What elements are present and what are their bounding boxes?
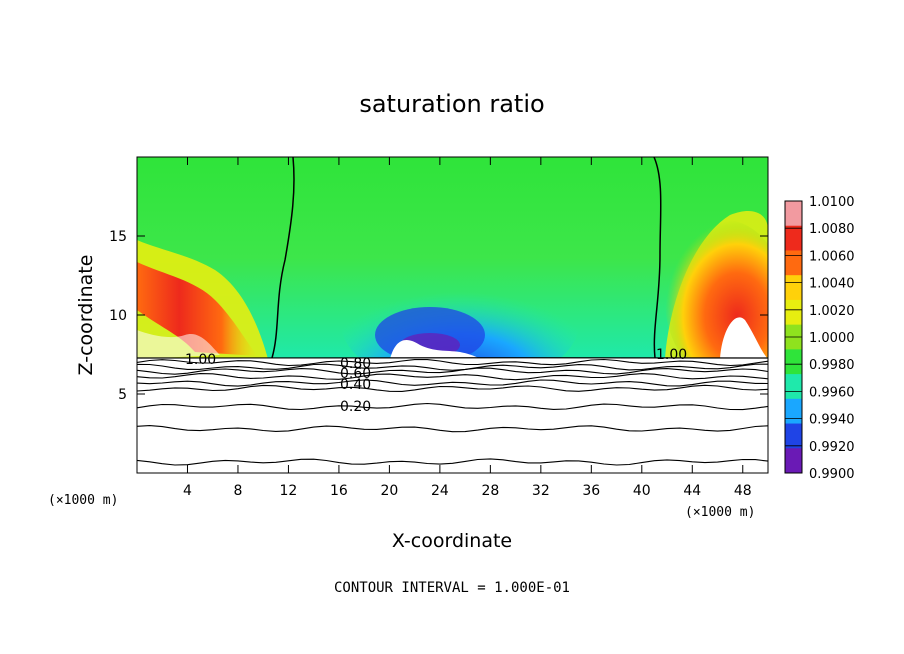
colorbar-label: 0.9920 — [809, 440, 855, 455]
y-tick-label: 5 — [118, 387, 127, 403]
colorbar-label: 0.9960 — [809, 385, 855, 400]
colorbar-swatch — [785, 398, 802, 425]
x-tick-label: 4 — [183, 483, 192, 499]
colorbar-label: 1.0000 — [809, 331, 855, 346]
colorbar-label: 0.9940 — [809, 413, 855, 428]
field-center-clear — [390, 339, 480, 359]
colorbar-swatch — [785, 201, 802, 227]
colorbar-swatch — [785, 423, 802, 449]
colorbar-swatch — [785, 299, 802, 326]
x-axis: 4 8 12 16 20 24 28 32 36 40 44 48 — [183, 157, 752, 499]
y-axis-label: Z-coordinate — [75, 255, 97, 376]
x-tick-label: 20 — [380, 483, 398, 499]
contour-label-5: 0.40 — [340, 377, 371, 393]
y-axis: 5 10 15 — [109, 229, 768, 403]
contour-label-4: 0.60 — [340, 366, 371, 382]
contour-line-0.7 — [137, 367, 768, 375]
contour-line-1.00-right — [653, 157, 662, 359]
x-tick-label: 44 — [683, 483, 701, 499]
contour-line-0.9 — [137, 358, 768, 367]
colorbar-swatch — [785, 448, 802, 474]
colorbar-swatch — [785, 349, 802, 375]
x-tick-label: 16 — [330, 483, 348, 499]
field-left-warm — [137, 262, 258, 356]
contour-interval-note: CONTOUR INTERVAL = 1.000E-01 — [334, 580, 570, 596]
x-tick-label: 24 — [431, 483, 449, 499]
contour-label-6: 0.20 — [340, 399, 371, 415]
x-tick-label: 36 — [582, 483, 600, 499]
colorbar-label: 1.0100 — [809, 195, 855, 210]
y-tick-label: 15 — [109, 229, 127, 245]
contour-line-0.8 — [137, 363, 768, 371]
colorbar-label: 1.0080 — [809, 222, 855, 237]
contour-label-1: 1.00 — [185, 352, 216, 368]
x-tick-label: 40 — [633, 483, 651, 499]
field-right-clear — [720, 317, 768, 359]
colorbar-swatch — [785, 225, 802, 251]
colorbar-swatch — [785, 250, 802, 276]
colorbar-label: 1.0020 — [809, 304, 855, 319]
contour-line-0.4 — [137, 384, 768, 392]
colorbar-label: 1.0060 — [809, 249, 855, 264]
x-unit-right: (×1000 m) — [685, 505, 755, 520]
x-tick-label: 32 — [532, 483, 550, 499]
contour-line-0.6 — [137, 373, 768, 381]
x-tick-label: 28 — [481, 483, 499, 499]
contour-label-3: 0.80 — [340, 356, 371, 372]
contour-lines — [137, 358, 768, 466]
x-axis-label: X-coordinate — [392, 530, 512, 552]
contour-line-0.1 — [137, 458, 768, 466]
contour-line-0.2 — [137, 425, 768, 433]
x-tick-label: 48 — [734, 483, 752, 499]
colorbar: 1.0100 1.0080 1.0060 1.0040 1.0020 1.0000 0.99… — [784, 195, 855, 482]
colorbar-label: 0.9900 — [809, 467, 855, 482]
chart-title: saturation ratio — [359, 90, 544, 118]
contour-line-0.5 — [137, 379, 768, 387]
x-unit-left: (×1000 m) — [48, 493, 118, 508]
y-tick-label: 10 — [109, 308, 127, 324]
plot-area — [137, 157, 768, 473]
field-left-clear — [137, 330, 220, 359]
colorbar-label: 1.0040 — [809, 277, 855, 292]
colorbar-swatch — [785, 275, 802, 301]
x-tick-label: 12 — [280, 483, 298, 499]
colorbar-swatch — [785, 374, 802, 400]
x-tick-label: 8 — [233, 483, 242, 499]
field-below-cloud — [137, 358, 768, 473]
contour-line-1.00-left — [271, 157, 295, 359]
contour-line-0.3 — [137, 402, 768, 411]
contour-label-2: 1.00 — [656, 347, 687, 363]
colorbar-label: 0.9980 — [809, 358, 855, 373]
